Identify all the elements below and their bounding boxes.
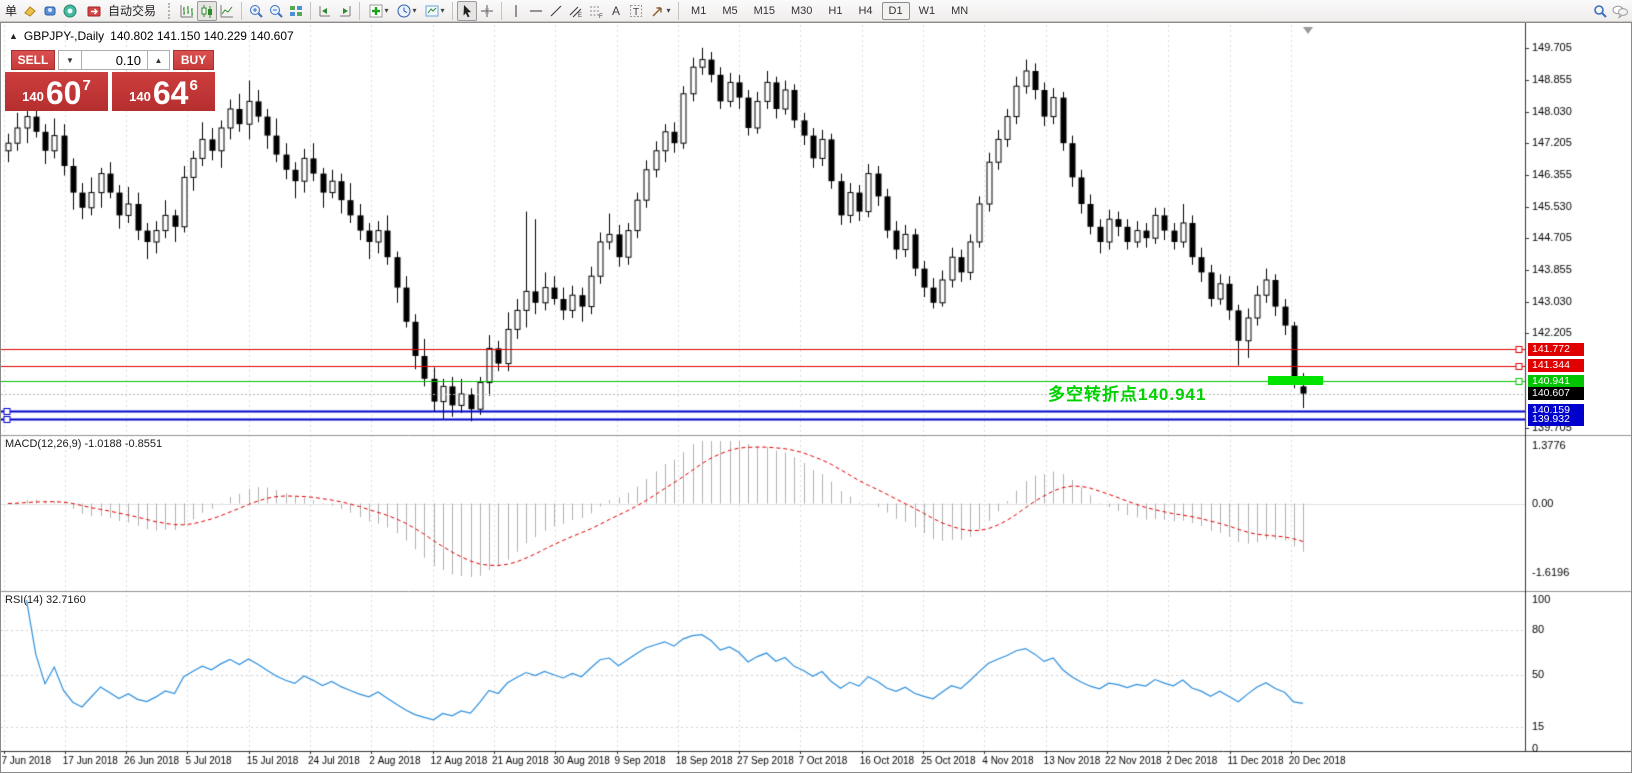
timeframe-toolbar: M1 M5 M15 M30 H1 H4 D1 W1 MN <box>683 1 976 20</box>
chart-window: ▲ GBPJPY-,Daily 140.802 141.150 140.229 … <box>0 22 1632 773</box>
templates-icon[interactable]: ▾ <box>420 1 448 21</box>
sell-price-pips: 60 <box>45 75 82 111</box>
chart-shift-icon[interactable] <box>315 1 335 21</box>
horizontal-line-tool-icon[interactable] <box>526 1 546 21</box>
lot-increase-button[interactable]: ▲ <box>147 50 170 70</box>
timeframe-button-h1[interactable]: H1 <box>828 4 843 17</box>
timeframe-button-m5[interactable]: M5 <box>722 4 738 17</box>
buy-price-figure: 140 <box>129 89 151 104</box>
timeframe-button-w1[interactable]: W1 <box>918 4 936 17</box>
rsi-indicator-label: RSI(14) 32.7160 <box>5 594 86 606</box>
chat-icon[interactable] <box>1610 1 1630 21</box>
buy-price-point: 6 <box>189 77 198 94</box>
svg-text:A: A <box>612 4 620 18</box>
highlight-segment[interactable] <box>1268 376 1323 385</box>
price-tag-141.772: 141.772 <box>1528 342 1584 356</box>
toolbar-separator <box>501 1 503 20</box>
dropdown-caret-icon: ▾ <box>412 6 417 15</box>
timeframe-button-m30[interactable]: M30 <box>791 4 813 17</box>
zoom-out-icon[interactable] <box>266 1 286 21</box>
toolbar-separator <box>678 1 680 20</box>
timeframe-button-m15[interactable]: M15 <box>753 4 775 17</box>
ohlc-values: 140.802 141.150 140.229 140.607 <box>110 29 294 43</box>
pivot-annotation-text[interactable]: 多空转折点140.941 <box>1048 385 1207 404</box>
main-toolbar: 单 自动交易 ▾ ▾ ▾ E F A T ▾ M1 M <box>0 0 1632 22</box>
dropdown-caret-icon: ▾ <box>384 6 389 15</box>
toolbar-separator <box>452 1 454 20</box>
indicators-icon[interactable]: ▾ <box>364 1 392 21</box>
collapse-panel-icon[interactable]: ▲ <box>9 31 18 41</box>
text-tool-icon[interactable]: A <box>606 1 626 21</box>
crosshair-tool-icon[interactable] <box>477 1 497 21</box>
chart-title-bar: ▲ GBPJPY-,Daily 140.802 141.150 140.229 … <box>9 29 294 43</box>
zoom-in-icon[interactable] <box>246 1 266 21</box>
toolbar-separator <box>359 1 361 20</box>
buy-button[interactable]: BUY <box>173 50 214 70</box>
buy-price-box[interactable]: 140 64 6 <box>112 72 215 111</box>
new-order-icon[interactable] <box>20 1 40 21</box>
price-tag-141.344: 141.344 <box>1528 359 1584 373</box>
text-label-tool-icon[interactable]: T <box>626 1 646 21</box>
toolbar-separator <box>241 1 243 20</box>
svg-text:T: T <box>633 7 639 18</box>
lot-decrease-button[interactable]: ▼ <box>58 50 82 70</box>
channel-tool-icon[interactable]: E <box>566 1 586 21</box>
periods-icon[interactable]: ▾ <box>392 1 420 21</box>
price-tag-139.932: 139.932 <box>1528 412 1584 426</box>
chart-canvas[interactable] <box>1 23 1631 772</box>
symbol-name: GBPJPY-,Daily <box>23 29 105 43</box>
profile-icon[interactable] <box>40 1 60 21</box>
news-icon[interactable] <box>60 1 80 21</box>
macd-indicator-label: MACD(12,26,9) -1.0188 -0.8551 <box>5 438 163 450</box>
candlestick-chart-icon[interactable] <box>197 0 218 21</box>
buy-price-pips: 64 <box>152 75 189 111</box>
line-chart-icon[interactable] <box>217 1 237 21</box>
toolbar-grip <box>168 2 174 19</box>
sell-price-box[interactable]: 140 60 7 <box>5 72 108 111</box>
timeframe-button-d1[interactable]: D1 <box>881 1 910 20</box>
auto-trading-icon <box>87 6 101 16</box>
svg-text:E: E <box>578 13 582 19</box>
sell-button[interactable]: SELL <box>11 50 55 70</box>
dropdown-caret-icon: ▾ <box>440 6 445 15</box>
lot-size-input[interactable] <box>82 50 147 70</box>
dropdown-caret-icon: ▾ <box>666 6 671 15</box>
search-icon[interactable] <box>1590 1 1610 21</box>
timeframe-button-mn[interactable]: MN <box>951 4 969 17</box>
auto-trading-button[interactable]: 自动交易 <box>80 0 165 21</box>
sell-price-figure: 140 <box>22 89 44 104</box>
toolbar-separator <box>310 1 312 20</box>
price-tag-140.941: 140.941 <box>1528 374 1584 388</box>
sell-price-point: 7 <box>82 77 91 94</box>
new-order-label[interactable]: 单 <box>5 4 18 18</box>
svg-text:F: F <box>599 14 603 19</box>
auto-trading-label: 自动交易 <box>108 4 157 18</box>
tile-windows-icon[interactable] <box>286 1 306 21</box>
auto-scroll-icon[interactable] <box>335 1 355 21</box>
vertical-line-tool-icon[interactable] <box>506 1 526 21</box>
cursor-tool-icon[interactable] <box>457 0 478 21</box>
timeframe-button-m1[interactable]: M1 <box>691 4 707 17</box>
price-tag-140.607: 140.607 <box>1528 387 1584 401</box>
fibonacci-tool-icon[interactable]: F <box>586 1 606 21</box>
timeframe-button-h4[interactable]: H4 <box>858 4 873 17</box>
trendline-tool-icon[interactable] <box>546 1 566 21</box>
bar-chart-icon[interactable] <box>177 1 197 21</box>
arrows-tool-icon[interactable]: ▾ <box>646 1 674 21</box>
